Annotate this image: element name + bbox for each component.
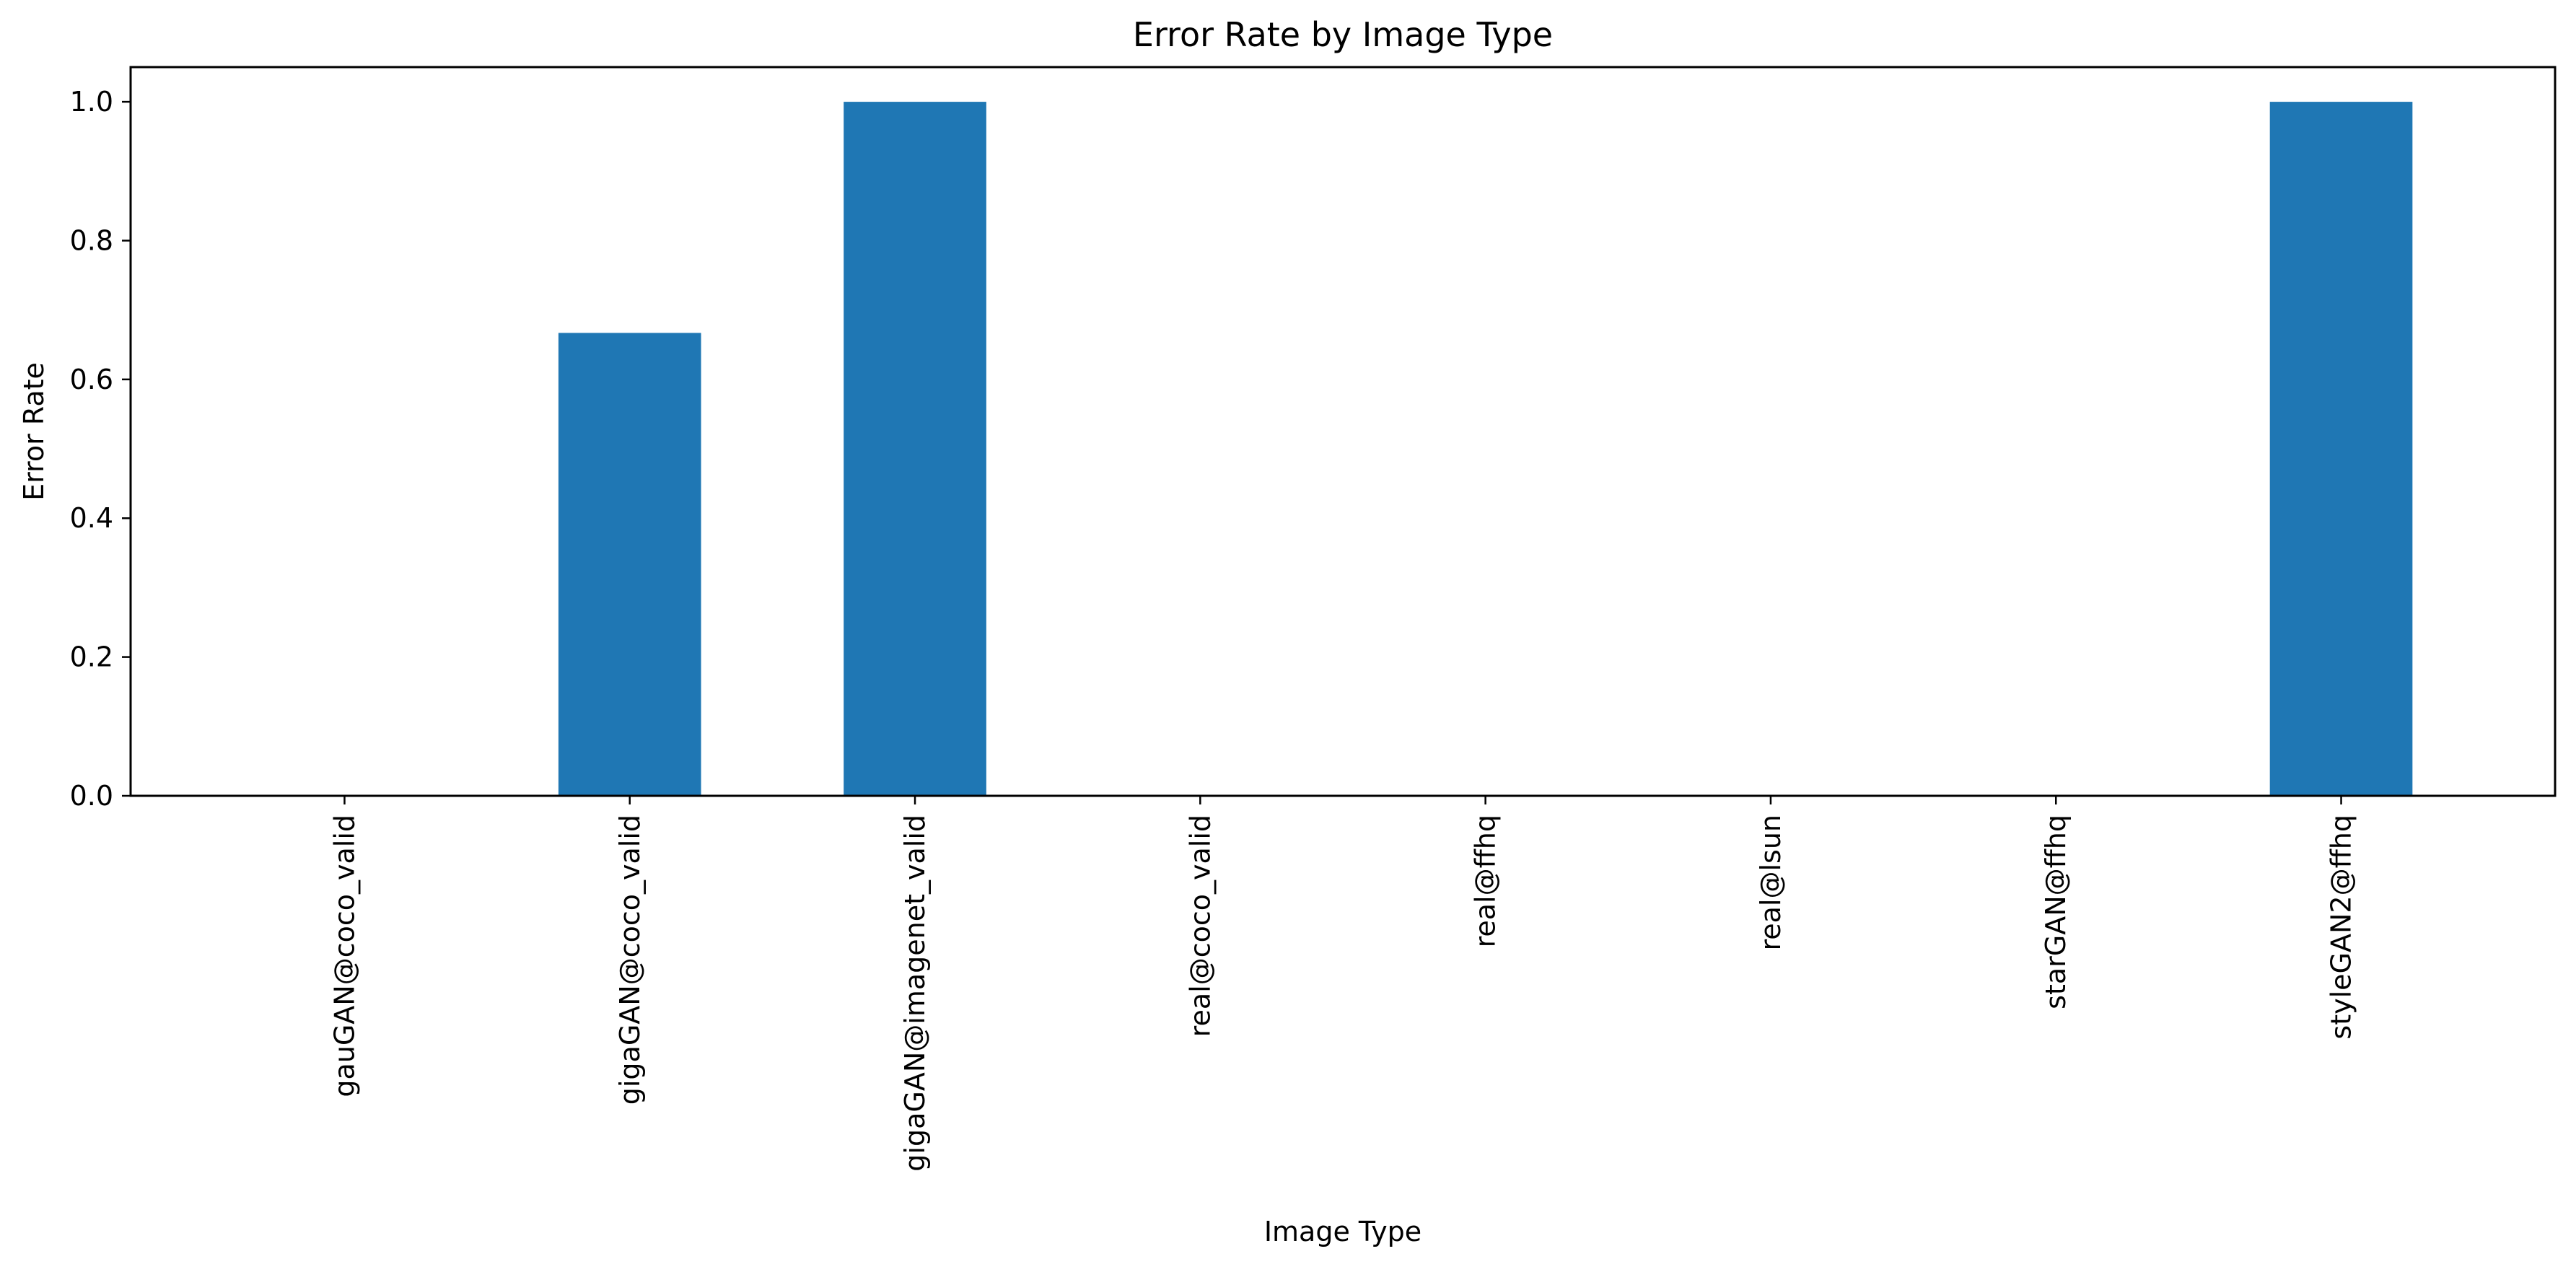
y-tick-label: 1.0: [70, 86, 113, 118]
x-tick-label: real@coco_valid: [1184, 815, 1216, 1037]
bars-layer: [558, 102, 2413, 797]
y-axis-label: Error Rate: [18, 362, 50, 501]
y-tick-label: 0.4: [70, 502, 113, 534]
x-axis-ticks: gauGAN@coco_valid gigaGAN@coco_valid gigaG…: [328, 796, 2357, 1172]
chart-title: Error Rate by Image Type: [1133, 15, 1553, 54]
x-tick-label: gigaGAN@coco_valid: [614, 815, 646, 1105]
x-tick-label: gauGAN@coco_valid: [328, 815, 360, 1097]
x-tick-label: starGAN@ffhq: [2040, 815, 2072, 1009]
bar-gigaGAN@coco_valid: [558, 333, 701, 796]
bar-gigaGAN@imagenet_valid: [844, 102, 986, 797]
x-tick-label: styleGAN2@ffhq: [2326, 815, 2357, 1040]
y-tick-label: 0.2: [70, 641, 113, 673]
plot-frame: [129, 66, 2557, 797]
x-tick-label: real@ffhq: [1470, 815, 1502, 947]
x-tick-label: gigaGAN@imagenet_valid: [899, 815, 931, 1172]
x-tick-label: real@lsun: [1755, 815, 1787, 951]
bar-styleGAN2@ffhq: [2269, 102, 2413, 797]
y-tick-label: 0.0: [70, 780, 113, 812]
y-tick-label: 0.8: [70, 224, 113, 256]
y-tick-label: 0.6: [70, 364, 113, 395]
x-axis-label: Image Type: [1264, 1216, 1421, 1247]
y-axis-ticks: 0.0 0.2 0.4 0.6 0.8 1.0: [70, 86, 131, 812]
